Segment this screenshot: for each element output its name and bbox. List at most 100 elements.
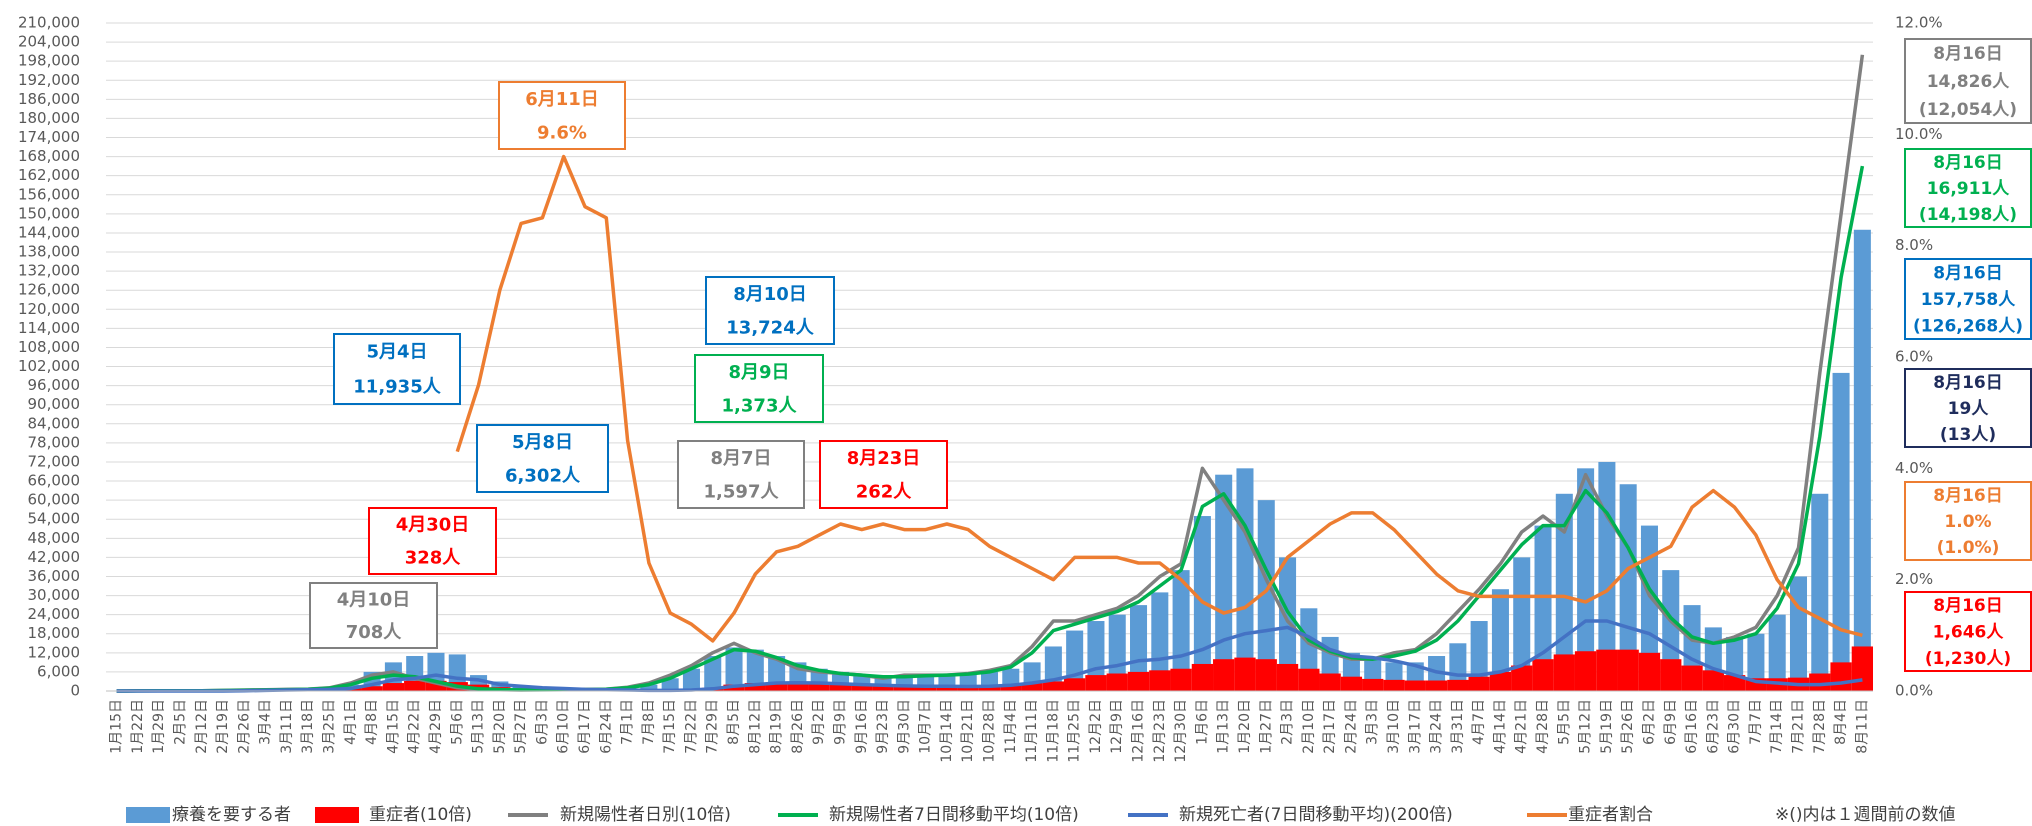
annotation-text: 708人 (346, 622, 403, 643)
x-tick-label: 3月10日 (1386, 699, 1402, 754)
annotation-text: 11,935人 (353, 377, 441, 398)
side-label-text: (1,230人) (1925, 649, 2011, 669)
footnote: ※()内は１週間前の数値 (1775, 805, 1956, 825)
x-tick-label: 9月16日 (854, 699, 870, 754)
x-tick-label: 4月22日 (407, 699, 423, 754)
x-tick-label: 1月15日 (109, 699, 125, 754)
annotation-box (705, 276, 835, 345)
x-tick-label: 6月30日 (1727, 699, 1743, 754)
bar (1619, 484, 1637, 691)
x-tick-label: 6月24日 (598, 699, 614, 754)
bar (704, 656, 722, 691)
side-label-text: 8月16日 (1933, 596, 2003, 616)
y2-tick-label: 12.0% (1895, 14, 1943, 32)
x-tick-label: 5月12日 (1578, 699, 1594, 754)
x-tick-label: 3月17日 (1407, 699, 1423, 754)
annotation-box (498, 81, 626, 150)
legend-label: 療養を要する者 (172, 805, 291, 825)
side-label-text: 1,646人 (1933, 623, 2005, 643)
x-tick-label: 3月4日 (258, 699, 274, 745)
bar (1640, 525, 1658, 691)
x-tick-label: 3月24日 (1429, 699, 1445, 754)
area-bar (1000, 684, 1022, 691)
area-bar (808, 684, 830, 691)
y-tick-label: 144,000 (18, 223, 80, 241)
annotation-text: 1,597人 (704, 481, 780, 502)
x-tick-label: 5月13日 (471, 699, 487, 754)
area-bar (1404, 680, 1426, 691)
area-bar (1127, 671, 1150, 691)
y-tick-label: 0 (70, 682, 80, 700)
x-tick-label: 1月20日 (1237, 699, 1253, 754)
x-tick-label: 1月29日 (151, 699, 167, 754)
y-tick-label: 42,000 (28, 548, 81, 566)
x-tick-label: 1月6日 (1194, 699, 1210, 745)
x-tick-label: 8月4日 (1833, 699, 1849, 745)
x-tick-label: 10月28日 (982, 699, 998, 763)
y-tick-label: 156,000 (18, 185, 80, 203)
x-tick-label: 7月1日 (620, 699, 636, 745)
area-bar (936, 686, 958, 691)
y-tick-label: 132,000 (18, 262, 80, 280)
x-tick-label: 4月29日 (428, 699, 444, 754)
y-tick-label: 210,000 (18, 14, 80, 32)
annotation-text: 4月30日 (396, 515, 470, 536)
x-tick-label: 7月14日 (1769, 699, 1785, 754)
area-bar (1383, 679, 1405, 691)
area-bar (829, 684, 852, 691)
x-tick-label: 9月30日 (896, 699, 912, 754)
y-tick-label: 72,000 (28, 452, 81, 470)
x-tick-label: 11月11日 (1024, 699, 1040, 763)
x-tick-label: 5月5日 (1556, 699, 1572, 745)
area-bar (425, 680, 447, 691)
x-tick-label: 7月15日 (662, 699, 678, 754)
y-tick-label: 66,000 (28, 472, 81, 490)
x-tick-label: 3月11日 (279, 699, 295, 754)
area-bar (361, 686, 383, 691)
side-label-text: 8月16日 (1933, 44, 2003, 64)
bar (1853, 229, 1871, 691)
annotation-box (368, 507, 497, 575)
bar (1577, 468, 1595, 691)
annotation-text: 6月11日 (525, 89, 599, 110)
legend-label: 新規陽性者7日間移動平均(10倍) (829, 805, 1079, 825)
y-tick-label: 54,000 (28, 510, 81, 528)
y-tick-label: 204,000 (18, 33, 80, 51)
x-tick-label: 10月21日 (960, 699, 976, 763)
bar (1789, 576, 1808, 691)
x-tick-label: 11月4日 (1003, 699, 1019, 754)
side-label-text: (13人) (1940, 425, 1996, 445)
x-tick-label: 11月18日 (1045, 699, 1061, 763)
x-tick-label: 12月2日 (1088, 699, 1104, 754)
area-bar (765, 682, 788, 691)
annotation-text: 5月4日 (366, 342, 427, 363)
x-tick-label: 5月20日 (492, 699, 508, 754)
side-label-box (1904, 591, 2032, 672)
bar (1279, 557, 1297, 691)
annotation-box (819, 440, 948, 509)
x-tick-label: 7月29日 (705, 699, 721, 754)
area-bar (787, 683, 809, 691)
annotation-text: 4月10日 (337, 589, 411, 610)
annotation-text: 5月8日 (512, 432, 573, 453)
area-bar (1723, 675, 1746, 691)
y-tick-label: 180,000 (18, 109, 80, 127)
side-label-box (1904, 38, 2032, 124)
area-bar (957, 685, 979, 691)
x-tick-label: 2月24日 (1343, 699, 1359, 754)
x-tick-label: 5月26日 (1620, 699, 1636, 754)
x-tick-label: 9月2日 (811, 699, 827, 745)
x-tick-label: 2月10日 (1301, 699, 1317, 754)
area-bar (1809, 673, 1831, 691)
bar (448, 654, 466, 691)
x-tick-label: 3月18日 (300, 699, 316, 754)
x-tick-label: 1月13日 (1216, 699, 1232, 754)
area-bar (1425, 680, 1448, 691)
x-tick-label: 8月11日 (1854, 699, 1870, 754)
y-tick-label: 78,000 (28, 433, 81, 451)
y-tick-label: 12,000 (28, 643, 81, 661)
side-label-text: 16,911人 (1927, 179, 2011, 199)
y2-tick-label: 10.0% (1895, 125, 1943, 143)
x-tick-label: 3月3日 (1365, 699, 1381, 745)
x-tick-label: 12月23日 (1152, 699, 1168, 763)
